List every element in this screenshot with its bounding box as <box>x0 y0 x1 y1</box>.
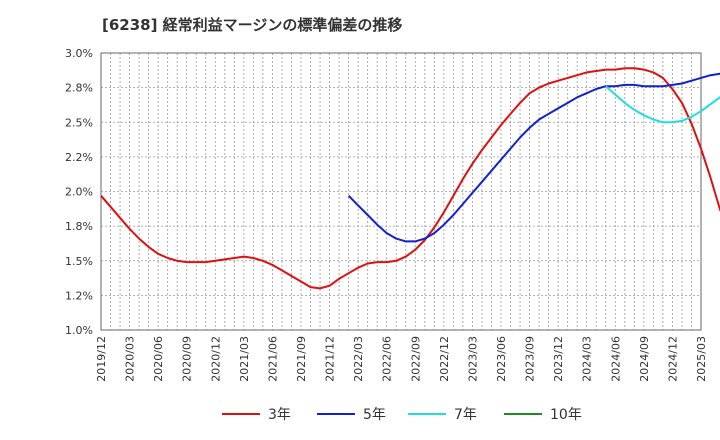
x-tick-label: 2022/06 <box>381 336 394 382</box>
y-tick-label: 3.0% <box>65 47 93 60</box>
x-tick-label: 2023/12 <box>552 336 565 382</box>
x-tick-label: 2020/06 <box>152 336 165 382</box>
legend: 3年 5年 7年 10年 <box>222 407 582 423</box>
plot-area <box>100 52 702 331</box>
series-line-7年 <box>605 85 720 124</box>
y-tick-label: 2.2% <box>65 151 93 164</box>
x-tick-label: 2019/12 <box>95 336 108 382</box>
x-tick-label: 2021/12 <box>324 336 337 382</box>
x-tick-label: 2020/12 <box>209 336 222 382</box>
x-tick-label: 2023/03 <box>466 336 479 382</box>
x-tick-label: 2021/09 <box>295 336 308 382</box>
y-tick-label: 2.5% <box>65 116 93 129</box>
y-tick-label: 1.0% <box>65 324 93 337</box>
x-tick-label: 2025/03 <box>695 336 708 382</box>
legend-label: 5年 <box>363 407 386 423</box>
x-tick-label: 2020/09 <box>181 336 194 382</box>
x-tick-label: 2024/09 <box>638 336 651 382</box>
legend-label: 10年 <box>550 407 582 423</box>
x-tick-label: 2024/12 <box>666 336 679 382</box>
x-tick-label: 2024/03 <box>581 336 594 382</box>
y-axis-ticks: 1.0% 1.2% 1.5% 1.8% 2.0% 2.2% 2.5% 2.8% 3.0% <box>65 47 93 337</box>
x-tick-label: 2021/03 <box>238 336 251 382</box>
x-tick-label: 2022/03 <box>352 336 365 382</box>
y-tick-label: 2.0% <box>65 186 93 199</box>
x-tick-label: 2024/06 <box>609 336 622 382</box>
x-tick-label: 2022/12 <box>438 336 451 382</box>
series-line-5年 <box>347 72 720 243</box>
x-tick-label: 2023/09 <box>524 336 537 382</box>
legend-label: 7年 <box>454 407 477 423</box>
x-axis-ticks: 2019/12 2020/03 2020/06 2020/09 2020/12 2021/… <box>95 336 708 382</box>
y-tick-label: 1.5% <box>65 255 93 268</box>
y-tick-label: 2.8% <box>65 82 93 95</box>
legend-label: 3年 <box>268 407 291 423</box>
x-tick-label: 2020/03 <box>124 336 137 382</box>
x-tick-label: 2022/09 <box>409 336 422 382</box>
chart-title: [6238] 経常利益マージンの標準偏差の推移 <box>102 16 403 34</box>
series-line-3年 <box>100 67 720 290</box>
series-lines <box>100 67 720 290</box>
y-tick-label: 1.2% <box>65 289 93 302</box>
y-tick-label: 1.8% <box>65 220 93 233</box>
x-tick-label: 2021/06 <box>266 336 279 382</box>
x-tick-label: 2023/06 <box>495 336 508 382</box>
grid-lines <box>100 52 702 331</box>
